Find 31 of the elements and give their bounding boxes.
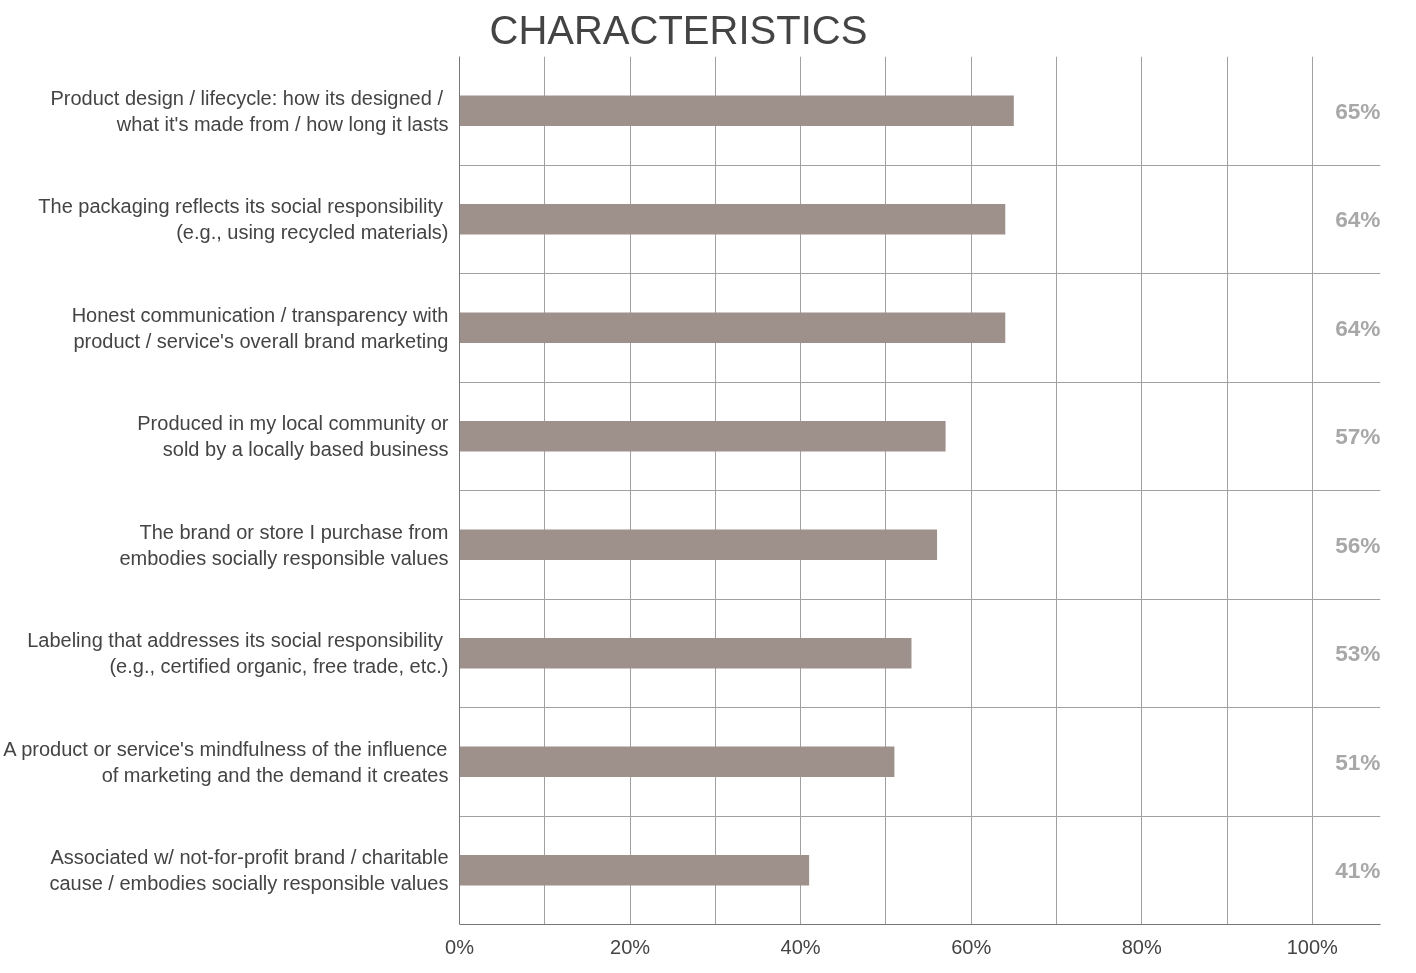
x-tick-label: 40% [780,935,821,958]
bar [459,746,895,777]
data-label: 56% [1335,531,1381,558]
y-tick-label: The brand or store I purchase from embodies socially responsible values [119,520,449,569]
x-tick-label: 60% [951,935,992,958]
y-tick-label: Product design / lifecycle: how its designed / what it's made from / how long it lasts [50,86,449,135]
y-tick-label: Honest communication / transparency with product / service's overall brand marketing [71,303,449,352]
x-tick-label: 80% [1121,935,1162,958]
bar [459,855,810,886]
y-tick-label: The packaging reflects its social responsibility (e.g., using recycled materials) [38,195,449,244]
bar [459,421,946,452]
bar [459,638,912,669]
bar [459,204,1006,235]
y-tick-label: A product or service's mindfulness of the influence of marketing and the demand it creates [3,737,449,786]
data-label: 57% [1335,423,1381,450]
y-tick-label: Produced in my local community or sold by a locally based business [137,412,449,461]
x-tick-label: 0% [445,935,475,958]
data-label: 41% [1335,857,1381,884]
data-label: 64% [1335,314,1381,341]
bar [459,95,1014,126]
x-tick-label: 20% [610,935,651,958]
y-tick-label: Associated w/ not-for-profit brand / charitable cause / embodies socially responsible values [49,846,449,895]
chart-title: CHARACTERISTICS [489,7,868,52]
bar [459,529,938,560]
data-label: 64% [1335,206,1381,233]
bar [459,312,1006,343]
y-tick-label: Labeling that addresses its social responsibility (e.g., certified organic, free trade, etc.) [27,629,449,678]
data-label: 51% [1335,748,1381,775]
x-tick-label: 100% [1286,935,1339,958]
data-label: 65% [1335,97,1381,124]
data-label: 53% [1335,640,1381,667]
